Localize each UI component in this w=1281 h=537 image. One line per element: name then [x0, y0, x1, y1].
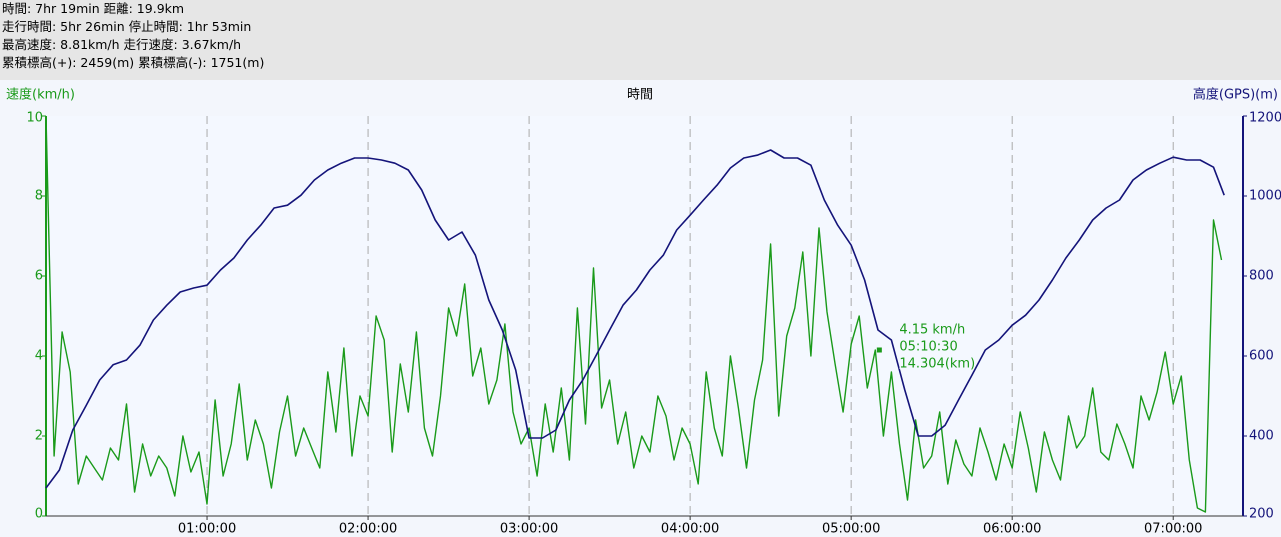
- y-tick-label: 8: [35, 189, 43, 204]
- summary-line: 最高速度: 8.81km/h 走行速度: 3.67km/h: [2, 37, 242, 52]
- annotation-marker: [876, 347, 882, 353]
- summary-line: 走行時間: 5hr 26min 停止時間: 1hr 53min: [2, 19, 252, 34]
- series-line: [45, 115, 1223, 513]
- y2-tick-label: 1000: [1249, 189, 1281, 204]
- y-axis-label: 速度(km/h): [6, 87, 75, 103]
- x-tick-label: 03:00:00: [500, 522, 558, 537]
- y-tick-label: 2: [35, 429, 43, 444]
- y2-tick-label: 200: [1249, 507, 1274, 522]
- summary-line: 累積標高(+): 2459(m) 累積標高(-): 1751(m): [2, 55, 265, 70]
- y-tick-label: 10: [26, 111, 43, 126]
- x-axis-label: 時間: [627, 88, 653, 103]
- y-tick-label: 6: [35, 269, 43, 284]
- x-tick-label: 07:00:00: [1144, 522, 1202, 537]
- y2-axis-label: 高度(GPS)(m): [1193, 87, 1278, 103]
- y2-tick-label: 400: [1249, 429, 1274, 444]
- summary-line: 時間: 7hr 19min 距離: 19.9km: [2, 1, 185, 16]
- x-tick-label: 04:00:00: [661, 522, 719, 537]
- y2-tick-label: 1200: [1249, 111, 1281, 126]
- y2-tick-label: 600: [1249, 349, 1274, 364]
- annotation-label: 14.304(km): [899, 357, 975, 372]
- y2-tick-label: 800: [1249, 269, 1274, 284]
- x-tick-label: 01:00:00: [178, 522, 236, 537]
- annotation-label: 4.15 km/h: [899, 323, 965, 338]
- summary-panel: 時間: 7hr 19min 距離: 19.9km 走行時間: 5hr 26min…: [0, 0, 1281, 80]
- x-tick-label: 02:00:00: [339, 522, 397, 537]
- series-line: [45, 149, 1225, 489]
- annotation-label: 05:10:30: [899, 340, 957, 355]
- y-tick-label: 4: [35, 349, 43, 364]
- x-tick-label: 06:00:00: [983, 522, 1041, 537]
- x-tick-label: 05:00:00: [822, 522, 880, 537]
- y-tick-label: 0: [35, 507, 43, 522]
